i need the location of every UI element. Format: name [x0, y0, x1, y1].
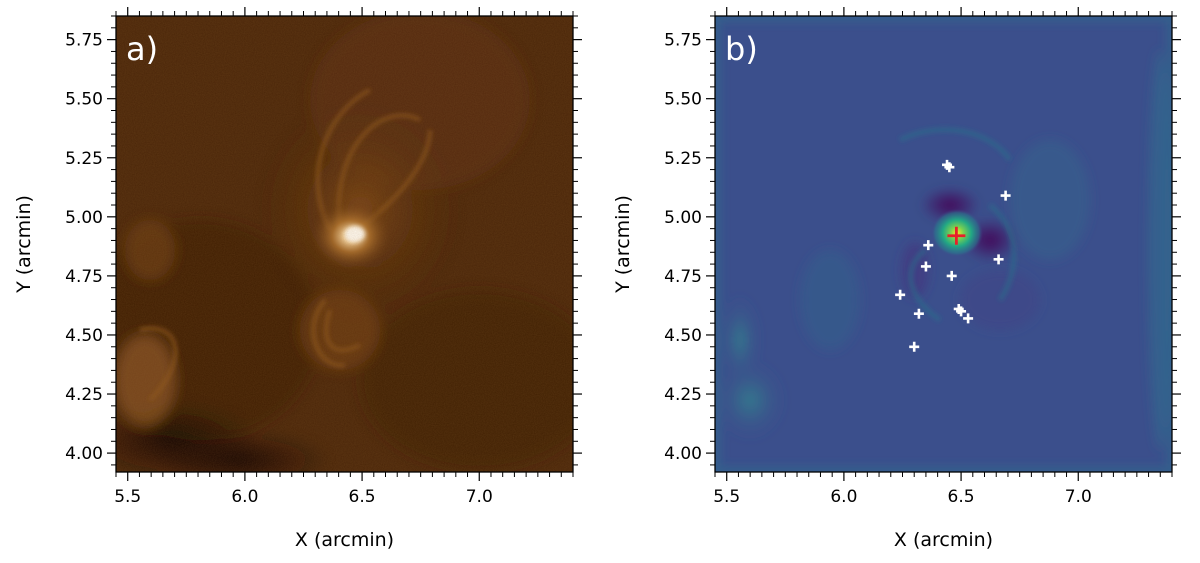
panel-b-ytick-label: 5.25 — [664, 149, 702, 169]
panel-b-xtick-label: 6.0 — [830, 487, 857, 507]
panel-b-ytick-label: 5.75 — [664, 31, 702, 51]
panel-b-ytick-label: 4.00 — [664, 444, 702, 464]
panel-a-ytick-label: 4.75 — [65, 267, 103, 287]
panel-b-markers — [895, 159, 1011, 352]
main-source-marker — [947, 226, 966, 245]
panel-a-ytick-label: 5.75 — [65, 31, 103, 51]
source-marker — [944, 162, 955, 173]
source-marker — [895, 289, 906, 300]
source-marker — [956, 306, 967, 317]
panel-b-ytick-label: 5.00 — [664, 208, 702, 228]
panel-a-ytick-label: 5.50 — [65, 90, 103, 110]
source-marker — [913, 308, 924, 319]
source-marker — [993, 254, 1004, 265]
panel-b-xtick-label: 5.5 — [713, 487, 740, 507]
panel-a-ytick-label: 4.25 — [65, 385, 103, 405]
panel-b-ytick-label: 5.50 — [664, 90, 702, 110]
panel-b-xlabel: X (arcmin) — [894, 529, 993, 551]
source-marker — [963, 313, 974, 324]
panel-b-image — [715, 16, 1172, 472]
panel-a-xtick-label: 5.5 — [114, 487, 141, 507]
panel-b-ylabel: Y (arcmin) — [612, 195, 634, 294]
panel-a-xtick-label: 6.5 — [349, 487, 376, 507]
panel-b-xtick-label: 7.0 — [1065, 487, 1092, 507]
source-marker — [946, 270, 957, 281]
panel-a-ytick-label: 5.00 — [65, 208, 103, 228]
panel-a-label: a) — [126, 30, 158, 68]
panel-b-ytick-label: 4.25 — [664, 385, 702, 405]
panel-a-ytick-label: 5.25 — [65, 149, 103, 169]
panel-a-xtick-label: 6.0 — [231, 487, 258, 507]
axes-layer: 5.5 6.0 6.5 7.0 4.00 4.25 4.50 4.75 5.00 5.25 5.50… — [65, 7, 1181, 507]
panel-b-frame — [714, 15, 1173, 473]
source-marker — [920, 261, 931, 272]
panel-b-ytick-label: 4.75 — [664, 267, 702, 287]
panel-a-xlabel: X (arcmin) — [295, 529, 394, 551]
panel-b-ytick-label: 4.50 — [664, 326, 702, 346]
source-marker — [923, 240, 934, 251]
source-marker — [1000, 190, 1011, 201]
panel-b-xtick-label: 6.5 — [948, 487, 975, 507]
panel-a-image — [116, 16, 573, 472]
panel-a-xtick-label: 7.0 — [466, 487, 493, 507]
panel-a-ylabel: Y (arcmin) — [13, 195, 35, 294]
panel-a-frame — [115, 15, 574, 473]
panel-a-ytick-label: 4.50 — [65, 326, 103, 346]
panel-a-ytick-label: 4.00 — [65, 444, 103, 464]
source-marker — [909, 341, 920, 352]
panel-b-label: b) — [725, 30, 758, 68]
